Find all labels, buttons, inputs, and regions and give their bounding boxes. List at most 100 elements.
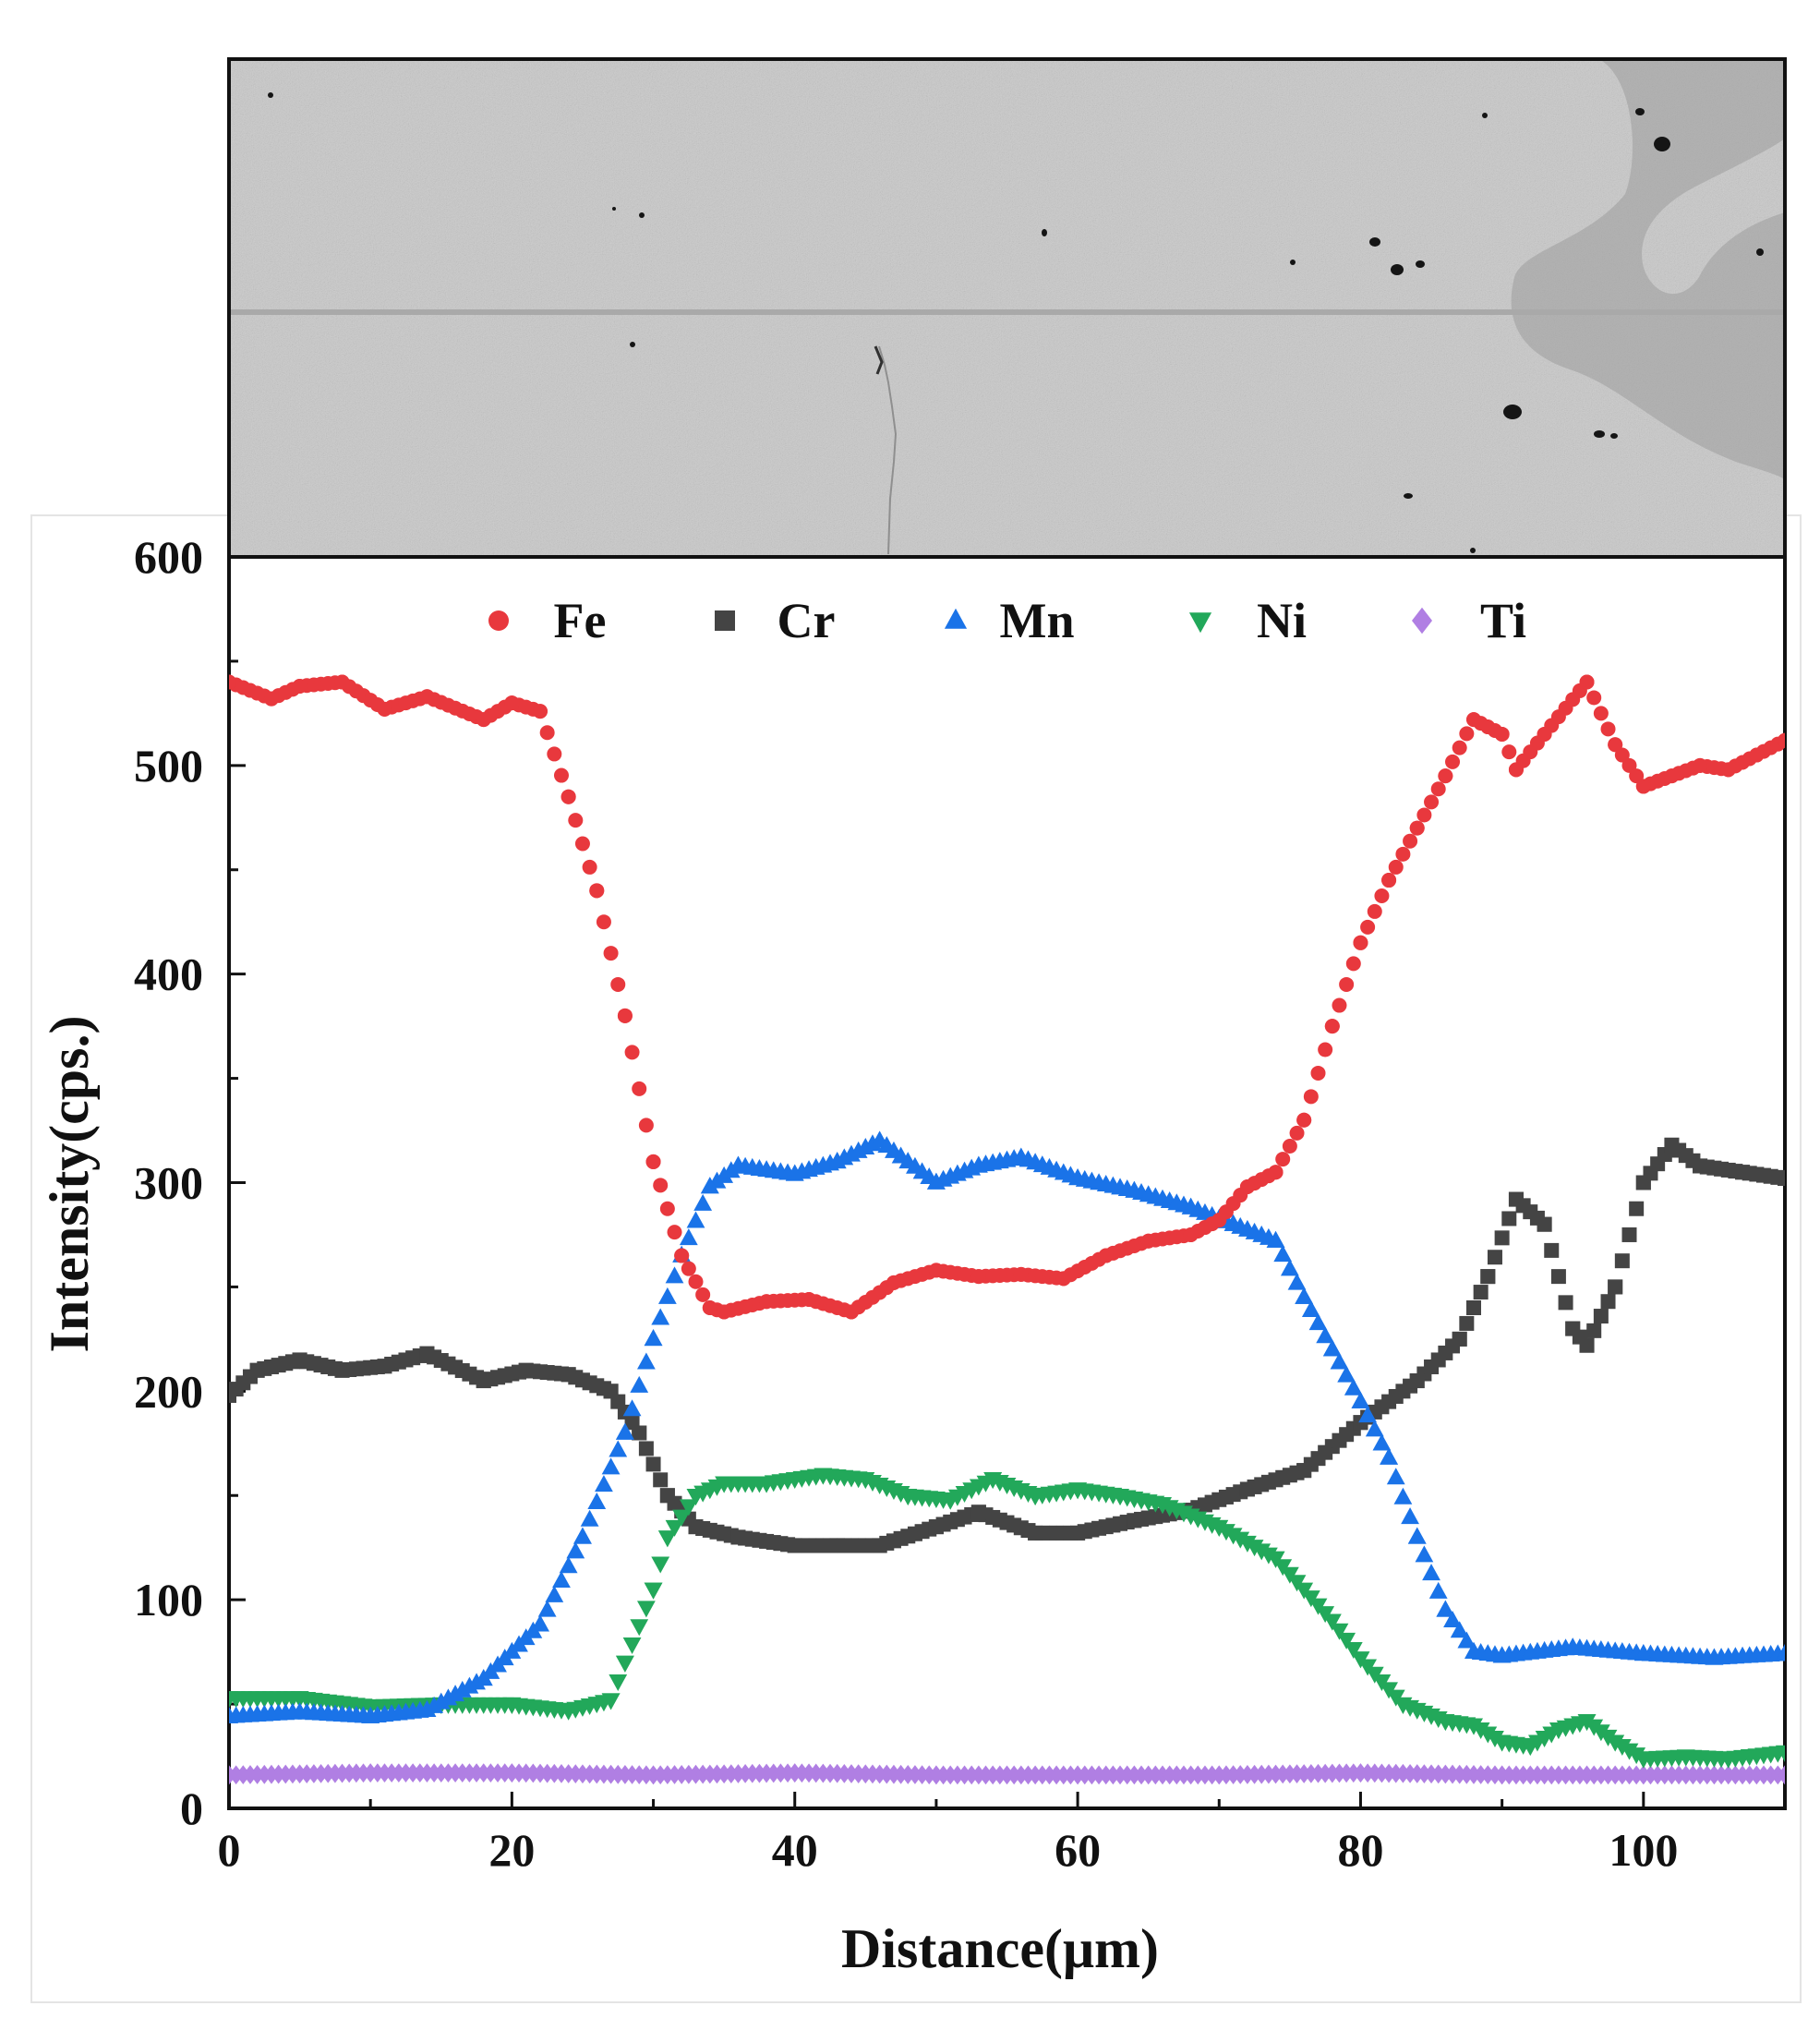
data-point: [1223, 1214, 1243, 1231]
series-mn: [229, 1130, 1785, 1723]
data-point: [1718, 1751, 1738, 1769]
series-marker: [1316, 1326, 1335, 1344]
data-point: [928, 1765, 944, 1785]
data-point: [1693, 757, 1708, 773]
series-marker: [657, 1287, 677, 1304]
y-tick-label: 100: [134, 1574, 203, 1625]
series-marker: [645, 1456, 661, 1472]
data-point: [644, 1582, 663, 1600]
series-marker: [1550, 1269, 1566, 1285]
series-marker: [1344, 1378, 1363, 1396]
data-point: [969, 1155, 988, 1173]
data-point: [504, 695, 520, 711]
series-marker: [1374, 888, 1390, 903]
data-point: [1351, 1651, 1370, 1669]
series-marker: [1386, 1468, 1405, 1485]
data-point: [504, 1763, 520, 1783]
legend-label: Ni: [1257, 593, 1307, 648]
series-marker: [1273, 1245, 1293, 1263]
data-point: [657, 1530, 677, 1548]
series-marker: [659, 1201, 675, 1216]
legend-item-ni: Ni: [1188, 593, 1307, 648]
data-point: [1266, 1551, 1285, 1568]
series-marker: [1415, 1545, 1434, 1563]
data-point: [1508, 762, 1524, 778]
data-point: [560, 789, 576, 804]
data-point: [827, 1152, 847, 1169]
data-point: [573, 1527, 592, 1544]
series-marker: [1445, 754, 1461, 769]
x-tick-label: 80: [1337, 1824, 1383, 1876]
series-marker: [1424, 794, 1440, 810]
axes: 0 20 40 60 80 100 0 100 200 300 400 500 600: [134, 531, 1678, 1876]
series-marker: [1430, 781, 1446, 797]
series-marker: [636, 1352, 656, 1370]
data-point: [1464, 1641, 1483, 1659]
series-marker: [636, 1601, 656, 1618]
data-point: [1579, 674, 1595, 690]
series-marker: [1395, 846, 1411, 862]
series-marker: [1428, 1581, 1448, 1599]
data-point: [1436, 1600, 1455, 1617]
data-point: [1635, 1175, 1651, 1190]
data-point: [533, 704, 548, 719]
series-marker: [693, 1193, 713, 1211]
series-marker: [1289, 1125, 1305, 1141]
data-point: [419, 689, 435, 705]
series-marker: [1614, 747, 1630, 763]
series-ti: [229, 1763, 1785, 1785]
y-tick-label: 200: [134, 1365, 203, 1417]
data-point: [292, 679, 307, 695]
data-point: [1127, 1513, 1142, 1529]
legend-item-fe: Fe: [488, 593, 606, 648]
series-marker: [1586, 690, 1602, 706]
data-point: [787, 1763, 802, 1783]
data-point: [1239, 1481, 1255, 1497]
data-point: [1125, 1180, 1144, 1198]
data-point: [1239, 1179, 1255, 1195]
data-point: [802, 1291, 817, 1307]
data-point: [1296, 1112, 1312, 1128]
data-point: [1210, 1519, 1229, 1537]
legend-label: Mn: [1000, 593, 1075, 648]
data-point: [1211, 1765, 1227, 1785]
series-marker: [679, 1499, 698, 1517]
data-point: [1606, 1734, 1625, 1752]
series-marker: [1629, 768, 1645, 784]
data-point: [1635, 1765, 1651, 1785]
data-point: [970, 1269, 986, 1285]
data-point: [474, 1669, 493, 1686]
data-point: [1508, 1191, 1524, 1207]
data-point: [844, 1304, 859, 1320]
data-point: [1494, 1765, 1510, 1785]
y-axis-title: Intensity(cps.): [39, 1015, 100, 1352]
data-point: [1028, 1525, 1043, 1541]
data-point: [249, 1362, 265, 1378]
data-point: [1324, 1019, 1340, 1034]
data-point: [1633, 1644, 1653, 1662]
series-marker: [632, 1081, 647, 1096]
data-point: [229, 1765, 236, 1785]
data-point: [886, 1275, 901, 1290]
data-point: [502, 1697, 522, 1714]
series-marker: [1303, 1089, 1319, 1105]
data-point: [1565, 1321, 1581, 1336]
data-point: [645, 1765, 661, 1785]
data-point: [829, 1538, 845, 1553]
legend-marker: [1412, 607, 1432, 634]
series-marker: [624, 1045, 640, 1060]
data-point: [617, 1008, 633, 1023]
data-point: [1492, 1734, 1512, 1752]
series-marker: [1310, 1065, 1326, 1081]
data-point: [1492, 1646, 1512, 1663]
series-marker: [1593, 1309, 1609, 1324]
data-point: [476, 712, 491, 728]
legend-label: Ti: [1480, 593, 1526, 648]
data-point: [1693, 1158, 1708, 1174]
series-marker: [679, 1228, 698, 1246]
data-point: [1494, 726, 1510, 742]
series-marker: [574, 836, 590, 852]
data-point: [856, 1471, 875, 1489]
data-point: [1181, 1197, 1200, 1214]
series-fe: [229, 674, 1785, 1320]
